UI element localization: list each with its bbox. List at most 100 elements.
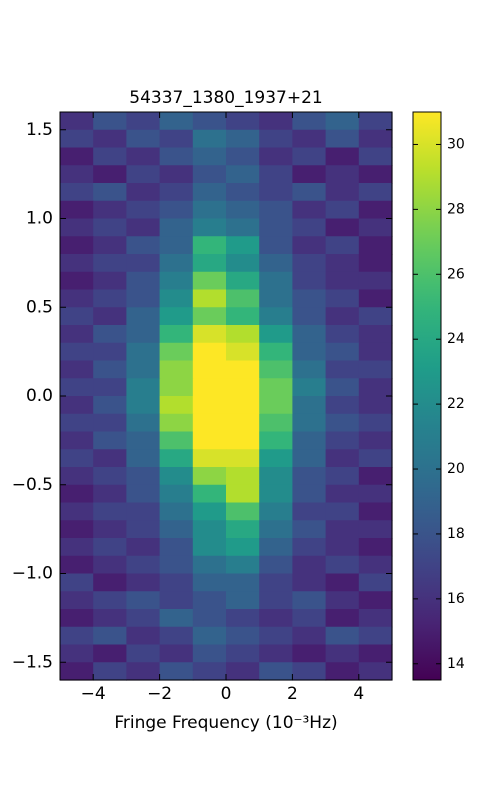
heatmap-cell (292, 218, 327, 237)
heatmap-cell (60, 573, 94, 592)
heatmap-cell (93, 609, 127, 628)
heatmap-cell (325, 254, 360, 273)
heatmap-cell (93, 112, 127, 131)
heatmap-cell (159, 609, 194, 628)
heatmap-cell (259, 378, 293, 397)
heatmap-cell (192, 165, 227, 184)
heatmap-cell (358, 573, 393, 592)
heatmap-cell (325, 360, 360, 379)
heatmap-cell (292, 271, 327, 291)
heatmap-cell (159, 626, 194, 646)
heatmap-cell (93, 289, 127, 308)
heatmap-cell (358, 165, 393, 184)
heatmap-cell (259, 218, 293, 237)
heatmap-cell (192, 254, 227, 273)
heatmap-cell (259, 289, 293, 308)
colorbar-tick-label: 16 (447, 591, 465, 607)
heatmap-cell (292, 520, 327, 539)
colorbar-tick-label: 26 (447, 266, 465, 282)
heatmap-cell (126, 520, 161, 539)
heatmap-cell (93, 218, 127, 237)
heatmap-cell (126, 431, 161, 450)
heatmap-cell (192, 360, 227, 379)
heatmap-cell (358, 413, 393, 433)
heatmap-cell (226, 342, 260, 362)
heatmap-cell (358, 271, 393, 291)
heatmap-cell (226, 591, 260, 610)
heatmap-cell (325, 555, 360, 575)
heatmap-cell (325, 662, 360, 681)
heatmap-cell (60, 538, 94, 557)
heatmap-cell (60, 271, 94, 291)
colorbar-tick-label: 28 (447, 201, 465, 217)
heatmap-cell (126, 129, 161, 149)
heatmap-cell (60, 360, 94, 379)
heatmap-cell (159, 431, 194, 450)
heatmap-cell (126, 342, 161, 362)
heatmap-cell (93, 431, 127, 450)
heatmap-cell (358, 289, 393, 308)
heatmap-cell (192, 467, 227, 486)
colorbar-tick-label: 24 (447, 331, 465, 347)
heatmap-cell (358, 449, 393, 468)
heatmap-cell (126, 325, 161, 344)
heatmap-cell (159, 591, 194, 610)
y-tick-label: −1.0 (12, 564, 53, 584)
heatmap-cell (358, 626, 393, 646)
y-tick-label: −0.5 (12, 475, 53, 495)
heatmap-cell (159, 112, 194, 131)
heatmap-cell (259, 502, 293, 521)
heatmap-cell (126, 449, 161, 468)
heatmap-cell (60, 413, 94, 433)
heatmap-cell (358, 236, 393, 255)
heatmap-cell (358, 183, 393, 202)
heatmap-cell (126, 307, 161, 326)
heatmap-cell (259, 626, 293, 646)
heatmap-cell (192, 449, 227, 468)
heatmap-cell (226, 609, 260, 628)
heatmap-cell (192, 396, 227, 415)
heatmap-cell (226, 236, 260, 255)
heatmap-cell (226, 520, 260, 539)
x-tick-label: 4 (353, 684, 364, 704)
heatmap-cell (93, 644, 127, 663)
heatmap-cell (126, 502, 161, 521)
heatmap-cell (159, 555, 194, 575)
heatmap-cell (325, 467, 360, 486)
heatmap-cell (60, 342, 94, 362)
heatmap-cell (358, 484, 393, 504)
colorbar-tick-label: 30 (447, 136, 465, 152)
heatmap-cell (159, 378, 194, 397)
heatmap-cell (292, 289, 327, 308)
heatmap-cell (325, 342, 360, 362)
heatmap-cell (159, 325, 194, 344)
heatmap-cell (60, 289, 94, 308)
heatmap-cell (292, 413, 327, 433)
heatmap-cell (226, 573, 260, 592)
heatmap-cell (325, 520, 360, 539)
heatmap-cell (126, 413, 161, 433)
heatmap-cell (93, 449, 127, 468)
heatmap-cell (126, 112, 161, 131)
heatmap-cell (292, 129, 327, 149)
heatmap-cell (259, 183, 293, 202)
heatmap-cell (259, 467, 293, 486)
heatmap-cell (226, 538, 260, 557)
heatmap-cell (126, 254, 161, 273)
heatmap-cell (259, 200, 293, 220)
heatmap-cell (292, 147, 327, 166)
heatmap-cell (358, 520, 393, 539)
heatmap-cell (358, 467, 393, 486)
heatmap-cell (93, 573, 127, 592)
heatmap-cell (93, 325, 127, 344)
heatmap-cell (226, 165, 260, 184)
x-tick-label: 2 (287, 684, 298, 704)
heatmap-cell (226, 147, 260, 166)
heatmap-cell (292, 325, 327, 344)
heatmap-cell (325, 378, 360, 397)
heatmap-cell (325, 307, 360, 326)
heatmap-cell (259, 449, 293, 468)
heatmap-cell (126, 484, 161, 504)
heatmap-cell (93, 378, 127, 397)
heatmap-cell (226, 378, 260, 397)
